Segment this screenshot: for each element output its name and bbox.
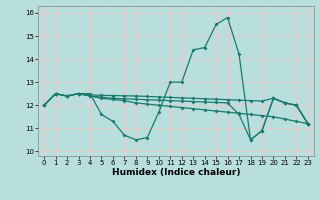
X-axis label: Humidex (Indice chaleur): Humidex (Indice chaleur) (112, 168, 240, 177)
